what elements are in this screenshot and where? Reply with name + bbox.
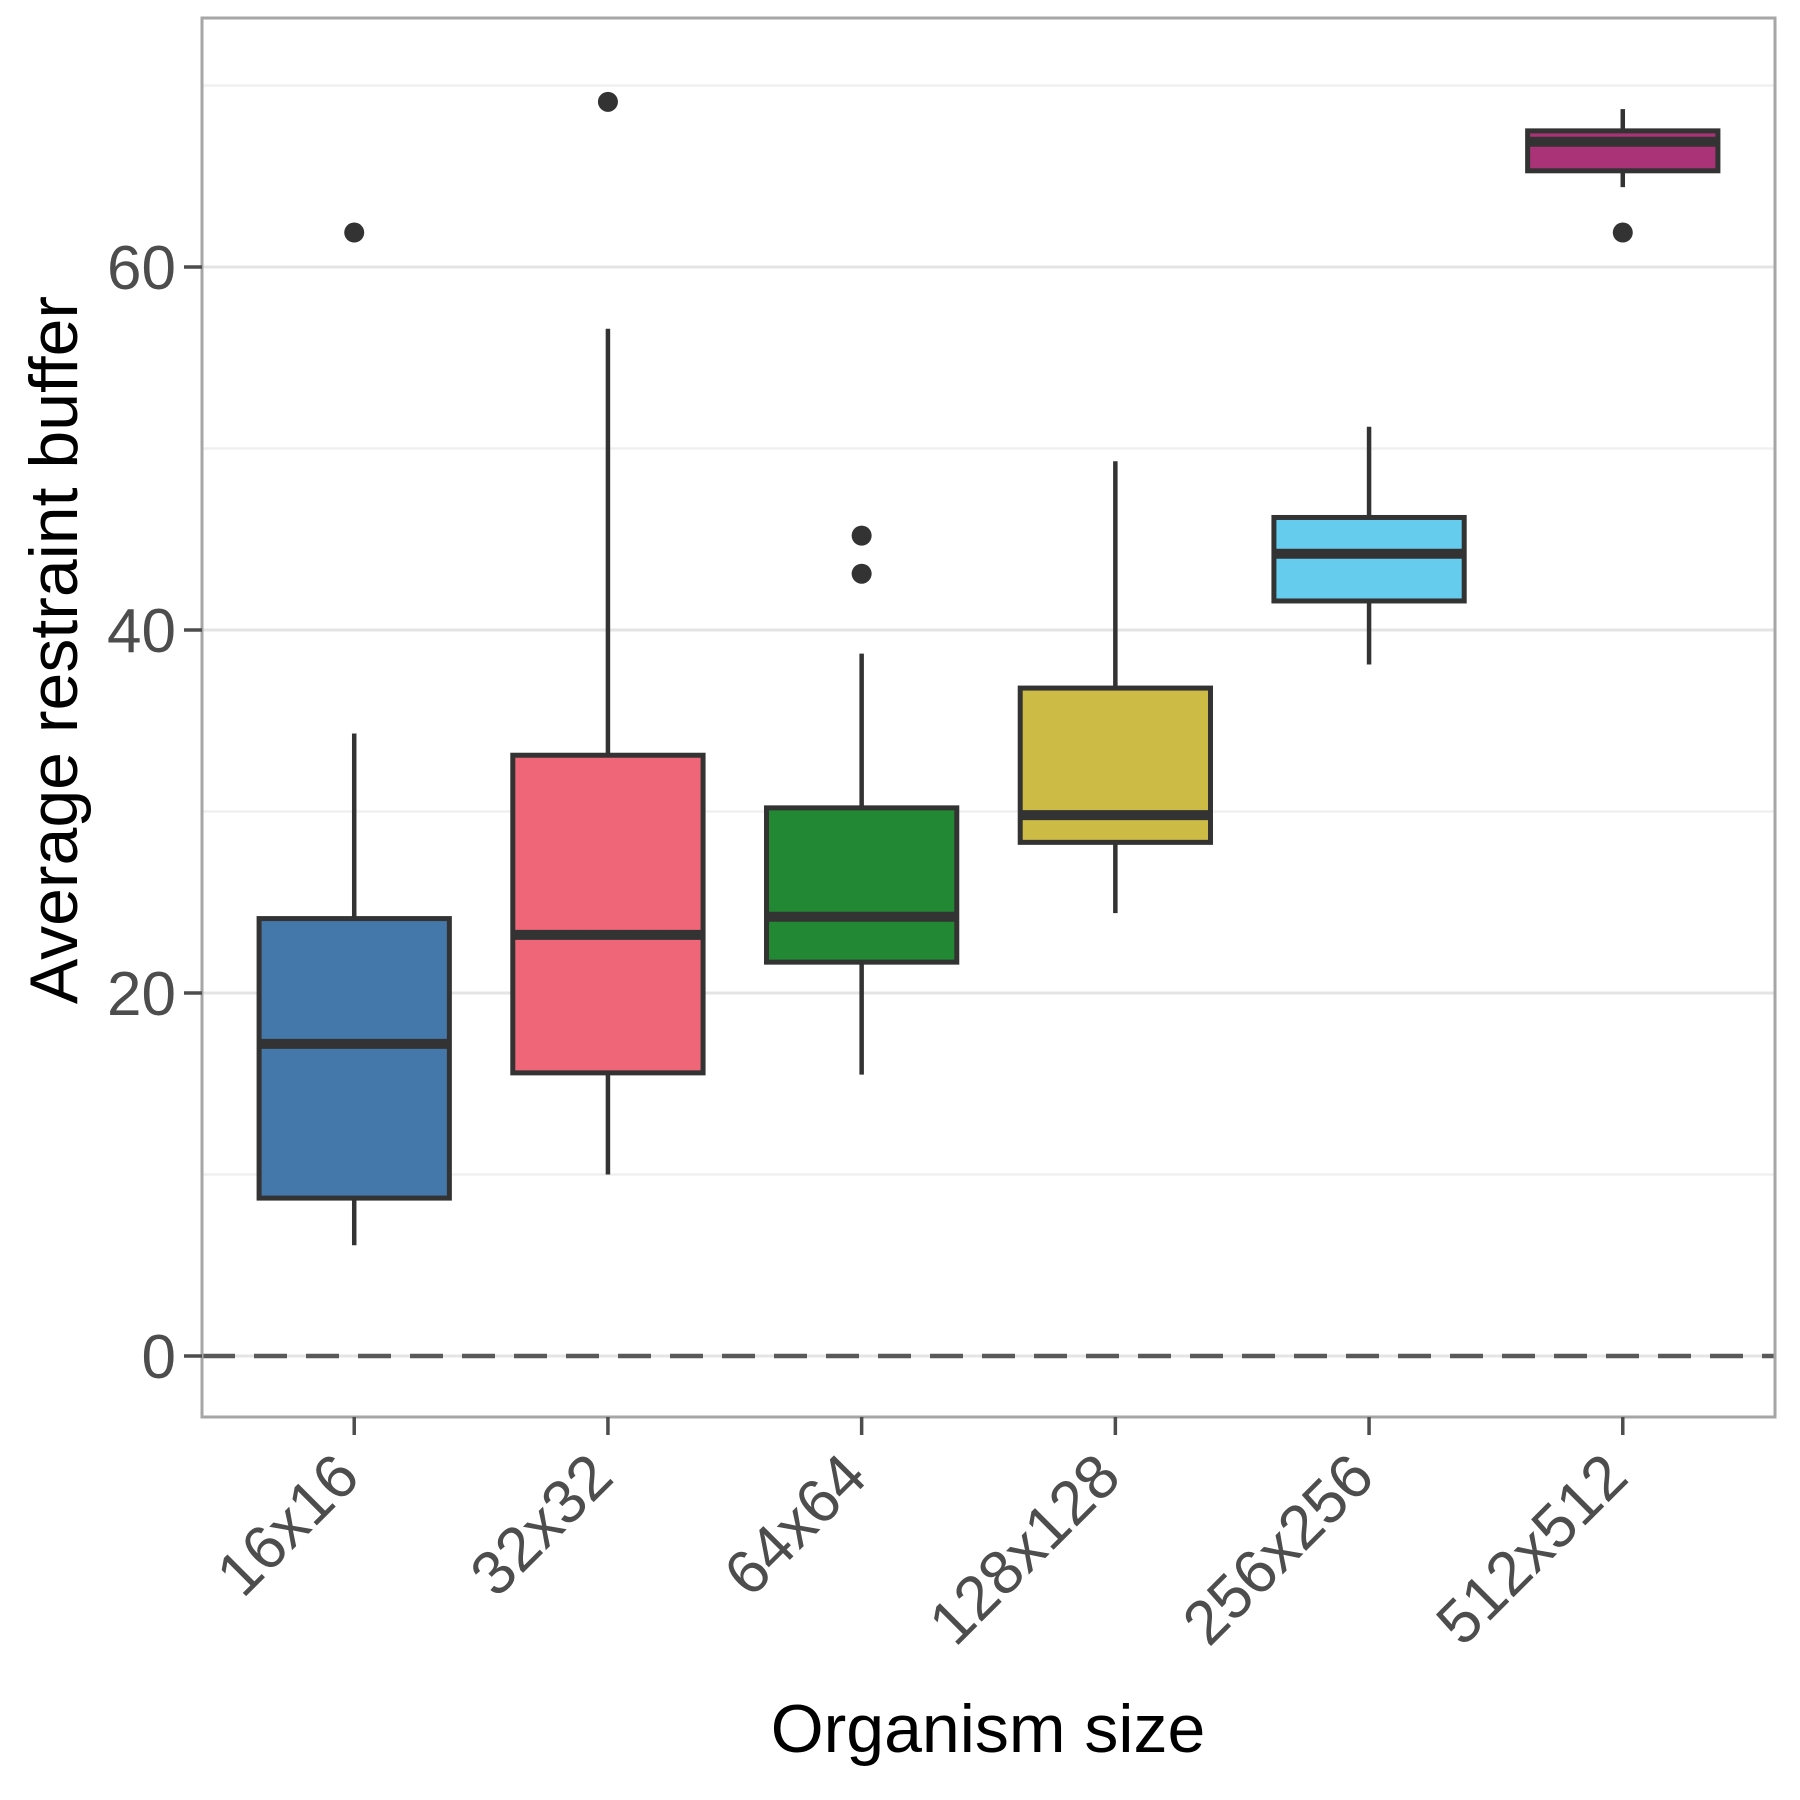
x-tick-label: 256x256 [1170,1441,1387,1658]
y-tick-label: 40 [107,597,176,666]
panel-border [200,16,1777,1419]
y-tick-label: 20 [107,960,176,1029]
outlier-point [851,525,872,546]
x-tick-label: 128x128 [916,1441,1133,1658]
boxplot-group-128x128 [1017,461,1213,914]
box-rect [510,752,706,1076]
y-tick-label: 60 [107,234,176,303]
x-tick-label: 16x16 [204,1441,372,1609]
x-tick-label: 512x512 [1424,1441,1641,1658]
box-rect [256,916,452,1201]
panel-border-layer [200,16,1777,1419]
boxplot-group-32x32 [510,91,706,1175]
boxplot-group-512x512 [1525,109,1721,243]
y-axis-title: Average restraint buffer [16,296,92,1004]
outlier-point [344,222,365,243]
outlier-point [851,563,872,584]
y-tick-label: 0 [142,1323,176,1392]
x-tick-label: 32x32 [458,1441,626,1609]
x-tick-label: 64x64 [711,1441,879,1609]
boxes-layer [256,91,1721,1246]
boxplot-group-256x256 [1271,426,1467,665]
boxplot-group-64x64 [764,525,960,1075]
outlier-point [1612,222,1633,243]
box-rect [764,805,960,965]
x-axis-title: Organism size [771,1691,1206,1767]
boxplot-group-16x16 [256,222,452,1246]
box-rect [1271,514,1467,604]
outlier-point [597,91,618,112]
